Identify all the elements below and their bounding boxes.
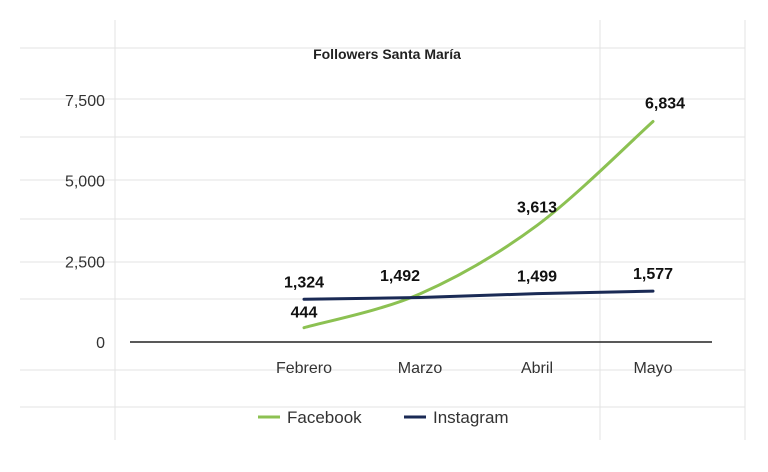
facebook-data-label: 3,613 [517, 199, 557, 216]
y-tick-label: 7,500 [65, 93, 105, 110]
x-tick-label: Abril [521, 360, 553, 377]
facebook-series-line [302, 119, 655, 330]
instagram-series-line [302, 289, 655, 301]
facebook-data-label: 6,834 [645, 95, 685, 112]
x-tick-label: Marzo [398, 360, 443, 377]
y-tick-label: 0 [96, 335, 105, 352]
instagram-data-label: 1,499 [517, 269, 557, 286]
y-axis-ticks: 0 2,500 5,000 7,500 [65, 93, 105, 352]
facebook-data-label: 444 [291, 305, 318, 322]
y-tick-label: 5,000 [65, 174, 105, 191]
legend: Facebook Instagram [258, 408, 509, 427]
facebook-data-label: 1,492 [380, 268, 420, 285]
chart-title: Followers Santa María [313, 46, 461, 62]
y-tick-label: 2,500 [65, 254, 105, 271]
x-tick-label: Febrero [276, 360, 332, 377]
series-lines [302, 119, 655, 330]
legend-facebook-label: Facebook [287, 408, 362, 427]
gridlines [20, 20, 746, 440]
legend-instagram-label: Instagram [433, 408, 509, 427]
instagram-data-label: 1,324 [284, 274, 324, 291]
data-labels: 444 1,492 3,613 6,834 1,324 1,499 1,577 [284, 95, 685, 321]
instagram-data-label: 1,577 [633, 266, 673, 283]
x-tick-label: Mayo [633, 360, 672, 377]
x-axis-ticks: Febrero Marzo Abril Mayo [276, 360, 673, 377]
